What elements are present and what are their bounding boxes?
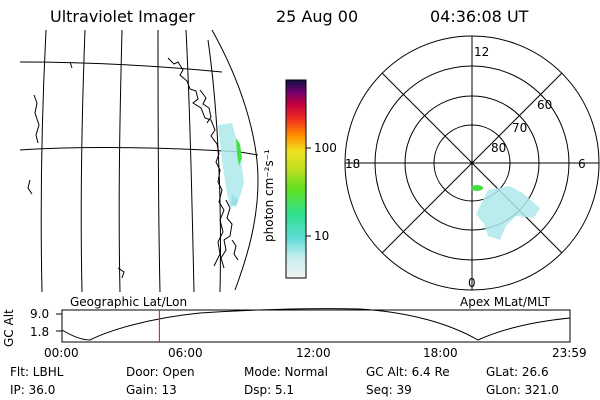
colorbar-tick-10: 10 <box>314 229 330 243</box>
mlat-label-70: 70 <box>512 121 528 135</box>
status-filter: Flt: LBHL <box>10 365 64 379</box>
app-title: Ultraviolet Imager <box>50 7 195 26</box>
magnetic-polar-plot <box>344 35 600 291</box>
coastline <box>117 267 125 279</box>
status-glon: GLon: 321.0 <box>486 383 559 397</box>
status-gc-alt: GC Alt: 6.4 Re <box>366 365 450 379</box>
mlt-label-6: 6 <box>578 157 586 171</box>
coastline <box>27 179 33 195</box>
colorbar-tick-100: 100 <box>314 141 337 155</box>
globe-limb <box>211 30 259 291</box>
color-scale-bar <box>285 79 307 279</box>
meridian-line <box>118 30 123 292</box>
xtick-1: 06:00 <box>168 346 203 360</box>
xtick-4: 23:59 <box>552 346 587 360</box>
aurora-bright-geographic <box>236 138 242 166</box>
meridian-line <box>157 30 161 292</box>
aurora-region-magnetic <box>476 186 540 240</box>
mlat-label-80: 80 <box>491 141 507 155</box>
meridian-line <box>40 30 47 292</box>
mlt-diagonal <box>381 72 563 254</box>
xtick-0: 00:00 <box>44 346 79 360</box>
meridian-line <box>207 39 221 292</box>
coastline <box>231 239 239 261</box>
mlt-label-0: 0 <box>468 276 476 290</box>
mlt-label-18: 18 <box>345 157 361 171</box>
altitude-ytick-top: 9.0 <box>30 307 50 321</box>
mlat-label-60: 60 <box>537 98 553 112</box>
status-gain: Gain: 13 <box>126 383 177 397</box>
header-time: 04:36:08 UT <box>430 7 529 26</box>
coastline <box>167 57 225 267</box>
altitude-plot-frame <box>61 309 571 343</box>
altitude-ylabel: GC Alt <box>2 309 16 347</box>
status-glat: GLat: 26.6 <box>486 365 549 379</box>
status-mode: Mode: Normal <box>244 365 328 379</box>
altitude-curve <box>61 308 571 341</box>
meridian-line <box>185 30 195 292</box>
coastline <box>220 199 233 269</box>
parallel-line <box>20 61 223 73</box>
apex-caption: Apex MLat/MLT <box>460 295 550 309</box>
altitude-ytick-bottom: 1.8 <box>30 325 50 339</box>
coastline <box>69 61 73 69</box>
header-date: 25 Aug 00 <box>276 7 359 26</box>
status-dsp: Dsp: 5.1 <box>244 383 295 397</box>
coastline <box>33 94 40 144</box>
xtick-3: 18:00 <box>423 346 458 360</box>
meridian-line <box>80 30 86 292</box>
status-seq: Seq: 39 <box>366 383 412 397</box>
colorbar-unit-label: photon cm⁻²s⁻¹ <box>262 149 276 242</box>
status-ip: IP: 36.0 <box>10 383 56 397</box>
status-door: Door: Open <box>126 365 195 379</box>
aurora-region-geographic <box>218 123 244 208</box>
coastline <box>199 89 212 124</box>
geographic-caption: Geographic Lat/Lon <box>70 295 188 309</box>
aurora-bright-magnetic <box>471 185 483 191</box>
xtick-2: 12:00 <box>296 346 331 360</box>
mlt-label-12: 12 <box>474 45 490 59</box>
altitude-plot <box>56 308 571 343</box>
